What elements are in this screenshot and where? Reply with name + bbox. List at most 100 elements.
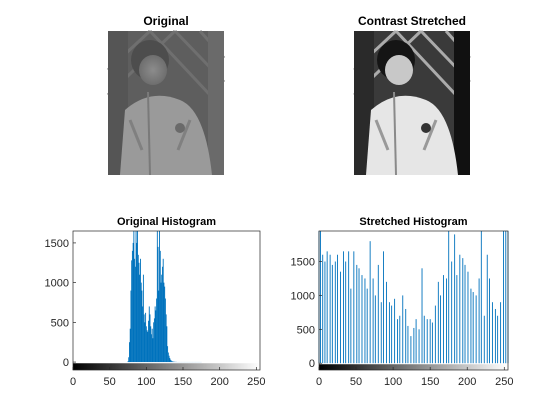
histogram-bar xyxy=(369,241,371,364)
x-tick-label: 50 xyxy=(350,376,362,388)
histogram-bar xyxy=(155,310,157,363)
histogram-bar xyxy=(364,278,366,364)
histogram-bar xyxy=(138,262,140,363)
histogram-bar xyxy=(145,326,147,363)
histogram-bar xyxy=(148,320,149,363)
histogram-bar xyxy=(147,331,149,363)
histogram-bar xyxy=(334,261,336,364)
histogram-bar xyxy=(156,298,158,363)
histogram-bar xyxy=(171,361,173,363)
histogram-bar xyxy=(131,260,133,363)
x-tick-label: 100 xyxy=(137,376,155,388)
x-tick-label: 150 xyxy=(174,376,192,388)
histogram-bar xyxy=(148,306,150,363)
histogram-bar xyxy=(459,254,461,364)
y-tick-label: 1000 xyxy=(291,290,315,302)
histogram-bar xyxy=(475,295,477,364)
histogram-bar xyxy=(134,266,136,363)
histogram-bar xyxy=(374,295,376,364)
histogram-bar xyxy=(402,295,404,364)
histogram-bar xyxy=(399,315,401,364)
histogram-bar xyxy=(167,346,169,363)
histogram-bar xyxy=(410,336,412,364)
histogram-bar xyxy=(456,275,458,364)
histogram-bar xyxy=(480,231,482,364)
histogram-bar xyxy=(164,286,166,363)
gray-colorbar xyxy=(73,363,260,370)
histogram-bar xyxy=(144,322,146,363)
histogram-bar xyxy=(380,302,382,364)
histogram-bar xyxy=(486,254,488,364)
histogram-bar xyxy=(168,355,170,363)
gray-colorbar xyxy=(319,364,508,370)
histogram-bar xyxy=(377,264,379,364)
x-tick-label: 250 xyxy=(495,376,513,388)
histogram-bar xyxy=(462,258,464,364)
y-tick-label: 1000 xyxy=(45,278,69,290)
histogram-bar xyxy=(350,288,352,364)
histogram-bar xyxy=(322,254,324,364)
original-histogram-axes: Original Histogram 0 50 100 150 200 250 0 500 100… xyxy=(45,216,266,388)
histogram-bar xyxy=(361,275,363,364)
histogram-bar xyxy=(154,306,156,363)
histogram-bar xyxy=(140,282,142,363)
histogram-bar xyxy=(426,319,428,364)
histogram-bar xyxy=(150,326,152,363)
histogram-bar xyxy=(129,342,130,363)
histogram-bar xyxy=(161,274,163,363)
histogram-bar xyxy=(413,327,415,364)
histogram-bar xyxy=(454,234,456,364)
histogram-bar xyxy=(149,314,151,363)
stretched-image xyxy=(352,29,472,176)
histogram-bar xyxy=(127,361,129,363)
histogram-bar xyxy=(146,330,148,363)
histogram-bar xyxy=(418,329,420,364)
histogram-bar xyxy=(443,275,444,364)
histogram-bar xyxy=(172,361,174,363)
histogram-bar xyxy=(142,306,144,363)
stretched-histogram-axes: Stretched Histogram 0 50 100 150 200 250 0 500 10… xyxy=(291,216,514,388)
histogram-bar xyxy=(483,315,485,364)
axes-frame xyxy=(318,230,509,371)
histogram-bar xyxy=(343,251,344,364)
histogram-bar xyxy=(167,352,169,363)
histogram-bar xyxy=(478,278,480,364)
histogram-bar xyxy=(421,268,423,364)
histogram-bar xyxy=(394,298,396,364)
histogram-bar xyxy=(503,231,505,364)
histogram-bar xyxy=(151,328,153,363)
histogram-bar xyxy=(451,261,453,364)
image-title-original: Original xyxy=(143,14,188,28)
histogram-bar xyxy=(134,258,136,363)
histogram-bar xyxy=(470,288,472,364)
x-tick-label: 200 xyxy=(210,376,228,388)
histogram-bar xyxy=(129,328,131,363)
histogram-bar xyxy=(385,281,387,364)
histogram-bar xyxy=(142,274,144,363)
histogram-bar xyxy=(133,231,135,363)
histogram-bar xyxy=(320,231,321,364)
histogram-bar xyxy=(446,278,447,364)
y-tick-label: 1500 xyxy=(291,257,315,269)
histogram-bar xyxy=(383,251,384,364)
histogram-bar xyxy=(472,292,474,364)
histogram-bar xyxy=(505,231,507,364)
histogram-bar xyxy=(166,326,168,363)
histogram-bar xyxy=(326,251,328,364)
histogram-bar xyxy=(329,254,331,364)
histogram-bar xyxy=(165,314,167,363)
histogram-bar xyxy=(489,278,490,364)
histogram-bar xyxy=(162,266,163,363)
x-tick-label: 0 xyxy=(70,376,76,388)
y-tick-label: 500 xyxy=(297,324,315,336)
histogram-bar xyxy=(160,282,162,363)
original-image xyxy=(106,29,226,176)
histogram-bar xyxy=(128,357,130,363)
histogram-bar xyxy=(491,302,493,364)
x-tick-label: 250 xyxy=(247,376,265,388)
histogram-bar xyxy=(137,254,139,363)
y-tick-label: 0 xyxy=(309,358,315,370)
histogram-title: Original Histogram xyxy=(117,216,216,228)
histogram-bar xyxy=(159,250,161,363)
histogram-bar xyxy=(356,264,358,364)
